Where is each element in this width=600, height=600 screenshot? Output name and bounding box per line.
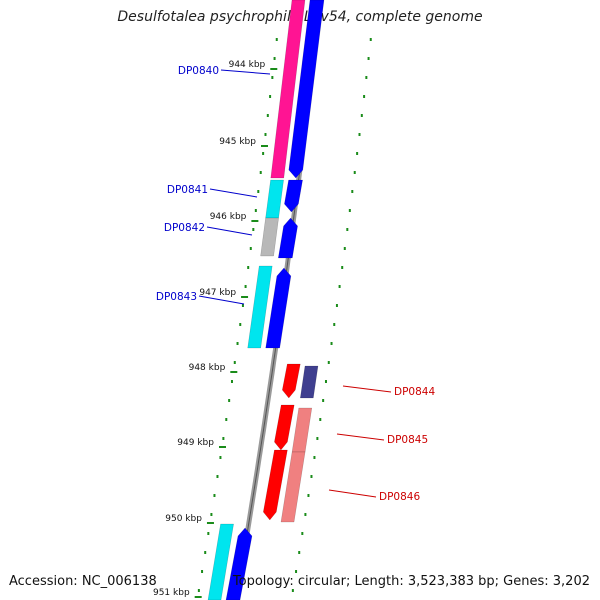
tick-dot-guides (197, 38, 372, 592)
genome-summary: Topology: circular; Length: 3,523,383 bp… (232, 574, 590, 589)
cds-DP0843[interactable] (265, 267, 292, 349)
gene-leader-line (328, 489, 377, 498)
gene-label-DP0843[interactable]: DP0843 (156, 291, 197, 303)
cds-next-forward[interactable] (225, 527, 253, 600)
tick-label: 948 kbp (189, 363, 226, 373)
cog-DP0845[interactable] (291, 407, 313, 453)
cog-DP0840[interactable] (270, 0, 306, 179)
tick-label: 951 kbp (153, 588, 190, 598)
feature-layer (207, 0, 325, 600)
tick-label: 946 kbp (210, 212, 247, 222)
cds-DP0842[interactable] (278, 217, 298, 259)
tick-label: 949 kbp (177, 438, 214, 448)
cog-DP0843[interactable] (247, 265, 273, 349)
gene-leader-line (336, 433, 385, 441)
gene-leader-line (220, 69, 271, 75)
gene-leader-line (206, 226, 253, 236)
gene-label-DP0844[interactable]: DP0844 (394, 386, 435, 398)
tick-label: 950 kbp (165, 514, 202, 524)
cds-DP0846[interactable] (263, 449, 288, 521)
label-layer: 944 kbp 945 kbp 946 kbp 947 kbp 948 kbp 949 k… (153, 60, 435, 598)
cog-DP0842[interactable] (260, 217, 279, 257)
cds-DP0841[interactable] (284, 179, 303, 213)
cds-DP0844[interactable] (282, 363, 301, 399)
gene-label-DP0840[interactable]: DP0840 (178, 65, 219, 77)
tick-label: 944 kbp (229, 60, 266, 70)
tick-label: 947 kbp (199, 288, 236, 298)
cog-DP0844[interactable] (300, 365, 319, 399)
cog-next-forward[interactable] (207, 523, 234, 600)
gene-label-DP0841[interactable]: DP0841 (167, 184, 208, 196)
gene-leader-line (198, 295, 245, 305)
gene-leader-line (342, 385, 392, 393)
cog-DP0841[interactable] (265, 179, 284, 219)
gene-leader-line (209, 188, 258, 198)
gene-label-DP0846[interactable]: DP0846 (379, 491, 420, 503)
accession-label: Accession: NC_006138 (9, 574, 157, 589)
gene-label-DP0845[interactable]: DP0845 (387, 434, 428, 446)
cds-DP0840[interactable] (288, 0, 325, 179)
gene-label-DP0842[interactable]: DP0842 (164, 222, 205, 234)
tick-label: 945 kbp (219, 137, 256, 147)
cog-DP0846[interactable] (280, 451, 306, 523)
cds-DP0845[interactable] (274, 404, 295, 451)
